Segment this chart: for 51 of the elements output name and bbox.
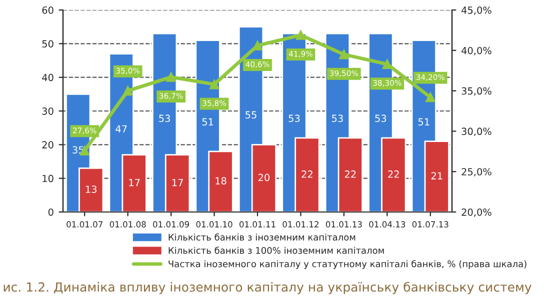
data-label: 51 <box>418 118 430 126</box>
data-label: 51 <box>202 118 214 126</box>
x-tick-label: 01.01.08 <box>110 221 146 228</box>
x-tick-label: 01.01.09 <box>153 221 190 228</box>
y-tick-label: 60 <box>42 6 54 14</box>
data-label: 18 <box>216 177 226 185</box>
point <box>296 30 306 40</box>
y-tick-label: 20 <box>42 141 54 148</box>
x-tick-label: 01.01.12 <box>282 221 318 228</box>
data-label: 47 <box>116 125 127 132</box>
y2-tick-label: 25,0% <box>462 168 492 176</box>
legend-label: Кількість банків з 100% іноземним капіталом <box>168 246 384 254</box>
x-tick-label: 01.01.07 <box>66 221 102 228</box>
point <box>339 50 349 60</box>
data-label: 53 <box>375 114 386 122</box>
y2-tick-label: 20,0% <box>462 208 492 217</box>
x-tick-label: 01.04.13 <box>369 221 406 228</box>
x-tick-label: 01.01.10 <box>196 221 232 228</box>
data-label: 53 <box>288 114 300 122</box>
legend-label: Кількість банків з іноземним капіталом <box>168 233 356 241</box>
data-label: 22 <box>344 170 356 178</box>
point <box>122 86 133 96</box>
y2-tick-label: 45,0% <box>462 6 492 15</box>
point <box>252 40 262 50</box>
y-tick-label: 50 <box>42 40 54 48</box>
data-label: 13 <box>86 186 96 193</box>
data-label: 17 <box>129 178 140 186</box>
y2-tick-label: 30,0% <box>462 128 492 136</box>
y-tick-label: 10 <box>42 174 54 182</box>
x-tick-label: 01.07.13 <box>412 221 448 228</box>
point <box>209 79 220 90</box>
y2-tick-label: 40,0% <box>462 46 492 56</box>
y-tick-label: 40 <box>42 74 54 82</box>
text: ис. 1.2. Динаміка впливу іноземного капіталу на українську банківську систему <box>4 282 532 294</box>
data-label: 55 <box>246 111 256 119</box>
data-label: 21 <box>431 172 442 180</box>
point <box>382 59 392 69</box>
data-label: 20 <box>258 174 270 182</box>
data-label: 17 <box>172 178 183 186</box>
y-tick-label: 0 <box>48 208 54 216</box>
x-tick-label: 01.01.13 <box>326 221 362 228</box>
legend-label: Частка іноземного капіталу у статутному капіталі банків, % (права шкала) <box>168 260 526 270</box>
point <box>166 72 176 82</box>
data-label: 22 <box>388 170 399 178</box>
data-label: 53 <box>159 114 170 122</box>
data-label: 53 <box>332 114 343 122</box>
data-label: 22 <box>302 170 312 178</box>
y2-tick-label: 35,0% <box>462 87 492 96</box>
y-tick-label: 30 <box>42 107 54 115</box>
point <box>426 92 436 102</box>
x-tick-label: 01.01.11 <box>239 221 276 228</box>
